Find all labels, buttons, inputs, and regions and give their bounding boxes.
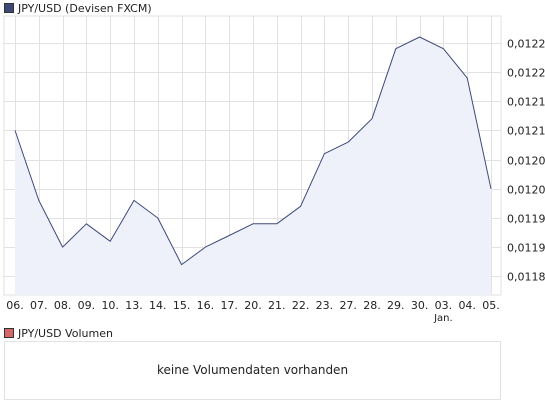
price-area-fill — [15, 37, 491, 295]
y-tick-label: 0,01185 — [507, 271, 545, 284]
volume-panel: keine Volumendaten vorhanden — [4, 341, 501, 400]
x-tick-label: 27. — [339, 299, 357, 312]
x-tick-label: 21. — [268, 299, 286, 312]
y-tick-label: 0,01225 — [507, 38, 545, 51]
x-tick-label: 06. — [6, 299, 24, 312]
x-tick-label: 20. — [244, 299, 262, 312]
x-tick-label: 03. — [435, 299, 453, 312]
x-tick-label: 22. — [292, 299, 310, 312]
x-tick-label: 16. — [197, 299, 215, 312]
x-tick-label: 17. — [220, 299, 238, 312]
price-legend-swatch — [4, 3, 14, 13]
volume-legend-label: JPY/USD Volumen — [18, 326, 113, 340]
x-tick-label: 14. — [149, 299, 167, 312]
x-tick-label: 08. — [54, 299, 72, 312]
x-axis-ticks: 06. 07. 08. 09. 10. 13. 14. 15. 16. 17. 20. 21. 22. 2… — [6, 299, 500, 324]
x-tick-label: 29. — [387, 299, 405, 312]
x-tick-label: 30. — [411, 299, 429, 312]
x-tick-label: 07. — [30, 299, 48, 312]
price-legend-label: JPY/USD (Devisen FXCM) — [18, 1, 152, 15]
y-tick-label: 0,01215 — [507, 96, 545, 109]
y-tick-label: 0,01205 — [507, 155, 545, 168]
volume-legend-swatch — [4, 328, 14, 338]
x-tick-label: 23. — [316, 299, 334, 312]
price-legend: JPY/USD (Devisen FXCM) — [4, 1, 152, 15]
x-tick-label: 28. — [363, 299, 381, 312]
x-tick-label: 13. — [125, 299, 143, 312]
y-tick-label: 0,01195 — [507, 213, 545, 226]
x-tick-label: 04. — [458, 299, 476, 312]
x-tick-sublabel: Jan. — [433, 313, 453, 324]
x-tick-label: 09. — [78, 299, 96, 312]
x-tick-label: 15. — [173, 299, 191, 312]
volume-empty-message: keine Volumendaten vorhanden — [156, 363, 349, 377]
price-line — [14, 36, 492, 266]
x-tick-label: 10. — [101, 299, 119, 312]
x-tick-label: 05. — [482, 299, 500, 312]
volume-legend: JPY/USD Volumen — [4, 326, 113, 340]
